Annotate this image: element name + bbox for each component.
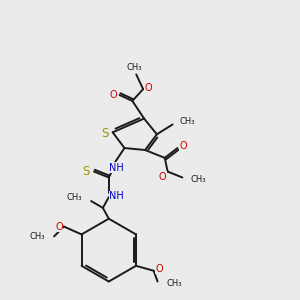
Text: O: O bbox=[55, 222, 63, 232]
Text: O: O bbox=[110, 90, 118, 100]
Text: CH₃: CH₃ bbox=[127, 63, 142, 72]
Text: CH₃: CH₃ bbox=[179, 117, 195, 126]
Text: CH₃: CH₃ bbox=[67, 193, 82, 202]
Text: O: O bbox=[156, 264, 163, 274]
Text: NH: NH bbox=[109, 163, 124, 173]
Text: O: O bbox=[180, 141, 187, 151]
Text: S: S bbox=[101, 127, 109, 140]
Text: O: O bbox=[144, 83, 152, 93]
Text: CH₃: CH₃ bbox=[167, 279, 182, 288]
Text: CH₃: CH₃ bbox=[190, 175, 206, 184]
Text: CH₃: CH₃ bbox=[30, 232, 45, 241]
Text: O: O bbox=[159, 172, 166, 182]
Text: S: S bbox=[82, 165, 90, 178]
Text: NH: NH bbox=[109, 191, 124, 201]
